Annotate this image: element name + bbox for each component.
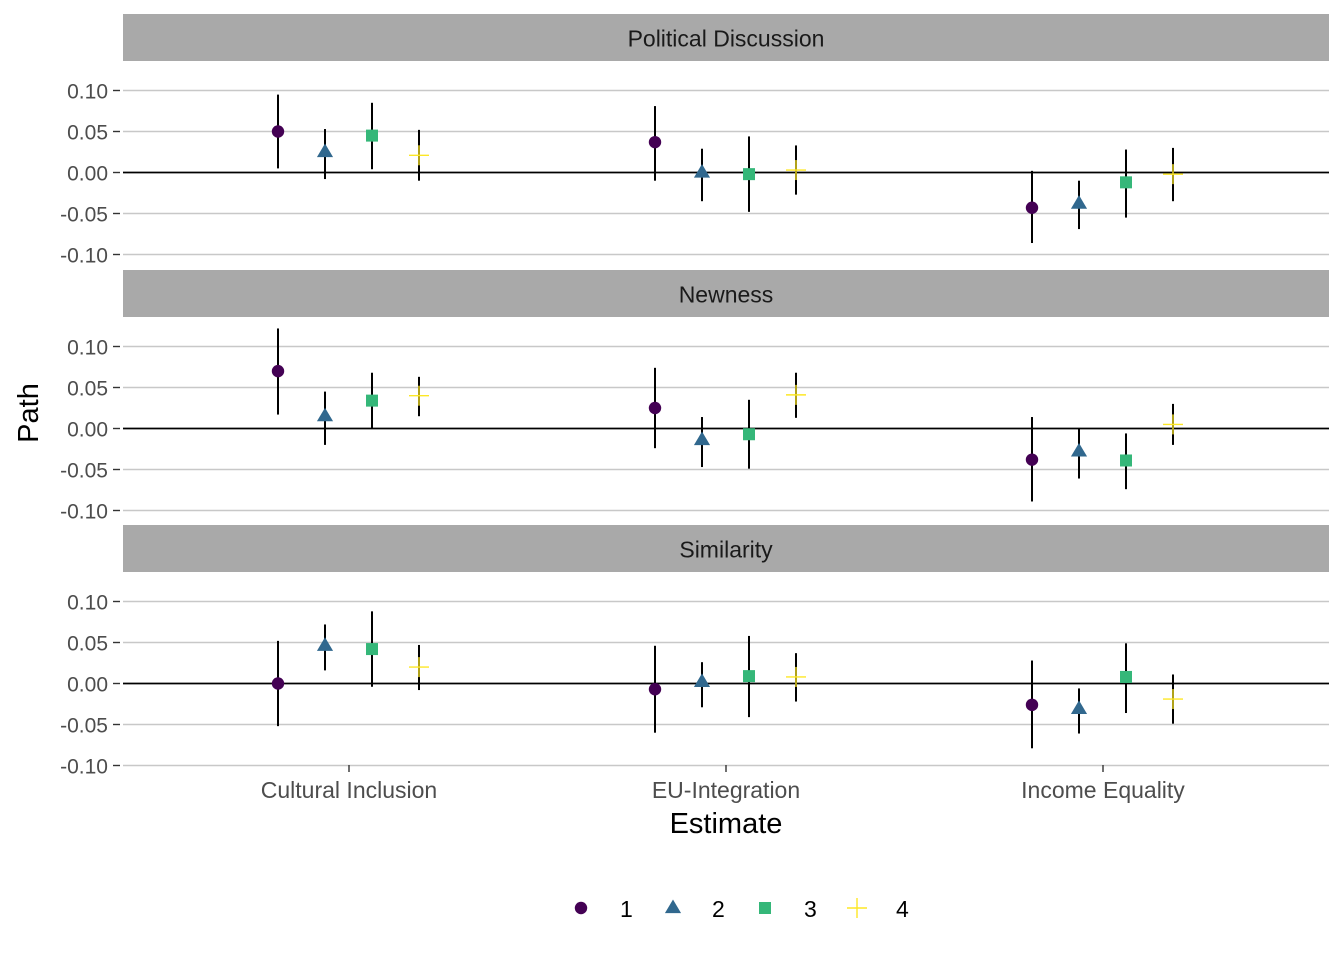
legend-item-3: 3 bbox=[759, 896, 817, 922]
data-point-series-3 bbox=[743, 428, 755, 441]
data-point-series-4 bbox=[847, 898, 867, 918]
data-point-series-3 bbox=[1120, 454, 1132, 467]
facet-strip bbox=[123, 525, 1329, 572]
data-point-series-1 bbox=[1025, 453, 1039, 466]
data-point-series-2 bbox=[664, 899, 682, 914]
data-point-series-4 bbox=[409, 145, 429, 166]
y-tick-label: -0.05 bbox=[60, 715, 108, 738]
y-tick-label: 0.10 bbox=[67, 592, 108, 615]
x-tick-marks bbox=[348, 765, 1104, 772]
data-point-series-3 bbox=[366, 643, 378, 656]
y-tick-label: 0.05 bbox=[67, 633, 108, 656]
y-tick-label: -0.10 bbox=[60, 245, 108, 268]
facets-layer: Political Discussion 0.10 0.05 0.00 -0.05 -0.… bbox=[60, 14, 1329, 779]
x-tick-label: Cultural Inclusion bbox=[261, 777, 437, 803]
data-point-series-4 bbox=[786, 666, 806, 687]
y-tick-label: -0.10 bbox=[60, 501, 108, 524]
data-point-series-4 bbox=[409, 385, 429, 406]
data-point-series-1 bbox=[1025, 201, 1039, 214]
data-point-series-3 bbox=[743, 670, 755, 683]
data-point-series-1 bbox=[648, 683, 662, 696]
facet-title: Political Discussion bbox=[628, 26, 825, 52]
data-point-series-1 bbox=[271, 364, 285, 378]
legend-item-2: 2 bbox=[664, 896, 725, 922]
data-point-series-1 bbox=[574, 901, 588, 915]
data-point-series-3 bbox=[1120, 670, 1132, 683]
data-point-series-4 bbox=[1163, 689, 1183, 710]
x-tick-label: EU-Integration bbox=[652, 777, 800, 803]
x-axis: Cultural Inclusion EU-Integration Income E… bbox=[261, 765, 1186, 803]
legend: 1 2 3 4 bbox=[574, 896, 909, 922]
y-tick-label: 0.05 bbox=[67, 122, 108, 145]
data-point-series-2 bbox=[1070, 442, 1088, 457]
y-tick-label: -0.10 bbox=[60, 756, 108, 779]
facet-panel: Similarity 0.10 0.05 0.00 -0.05 -0.10 bbox=[60, 525, 1329, 779]
facet-strip bbox=[123, 14, 1329, 61]
data-point-series-1 bbox=[1025, 698, 1039, 712]
data-point-series-3 bbox=[743, 168, 755, 181]
data-point-series-4 bbox=[1163, 414, 1183, 435]
x-tick-label: Income Equality bbox=[1021, 777, 1185, 803]
facet-title: Newness bbox=[679, 282, 774, 308]
data-point-series-3 bbox=[1120, 176, 1132, 189]
data-point-series-2 bbox=[316, 143, 334, 158]
data-point-series-3 bbox=[366, 129, 378, 142]
data-point-series-4 bbox=[786, 384, 806, 405]
data-point-series-1 bbox=[648, 135, 662, 149]
facet-strip bbox=[123, 270, 1329, 317]
facet-panel: Newness 0.10 0.05 0.00 -0.05 -0.10 bbox=[60, 270, 1329, 524]
legend-label: 1 bbox=[620, 896, 633, 922]
data-point-series-1 bbox=[271, 677, 285, 690]
legend-label: 2 bbox=[712, 896, 725, 922]
legend-item-4: 4 bbox=[847, 896, 909, 922]
y-tick-label: 0.05 bbox=[67, 378, 108, 401]
y-tick-label: 0.00 bbox=[67, 163, 108, 186]
data-point-series-3 bbox=[366, 394, 378, 407]
facet-title: Similarity bbox=[679, 537, 773, 563]
data-point-series-3 bbox=[759, 902, 771, 914]
data-point-series-4 bbox=[1163, 164, 1183, 185]
data-point-series-4 bbox=[786, 160, 806, 181]
legend-label: 3 bbox=[804, 896, 817, 922]
data-point-series-2 bbox=[1070, 700, 1088, 715]
x-tick-labels: Cultural Inclusion EU-Integration Income E… bbox=[261, 777, 1186, 803]
y-tick-label: 0.10 bbox=[67, 337, 108, 360]
facet-panel: Political Discussion 0.10 0.05 0.00 -0.05 -0.… bbox=[60, 14, 1329, 268]
y-tick-label: 0.10 bbox=[67, 81, 108, 104]
legend-label: 4 bbox=[896, 896, 909, 922]
data-point-series-2 bbox=[1070, 195, 1088, 209]
data-point-series-1 bbox=[648, 401, 662, 415]
legend-item-1: 1 bbox=[574, 896, 633, 922]
data-point-series-2 bbox=[693, 673, 711, 687]
data-point-series-2 bbox=[693, 164, 711, 178]
x-axis-title: Estimate bbox=[670, 808, 783, 840]
y-tick-label: -0.05 bbox=[60, 460, 108, 483]
data-point-series-2 bbox=[316, 637, 334, 651]
data-point-series-2 bbox=[693, 431, 711, 446]
data-point-series-4 bbox=[409, 657, 429, 678]
y-tick-label: 0.00 bbox=[67, 419, 108, 442]
data-point-series-1 bbox=[271, 125, 285, 138]
y-axis-title: Path bbox=[13, 383, 45, 443]
y-tick-label: 0.00 bbox=[67, 674, 108, 697]
y-tick-label: -0.05 bbox=[60, 204, 108, 227]
data-point-series-2 bbox=[316, 407, 334, 422]
